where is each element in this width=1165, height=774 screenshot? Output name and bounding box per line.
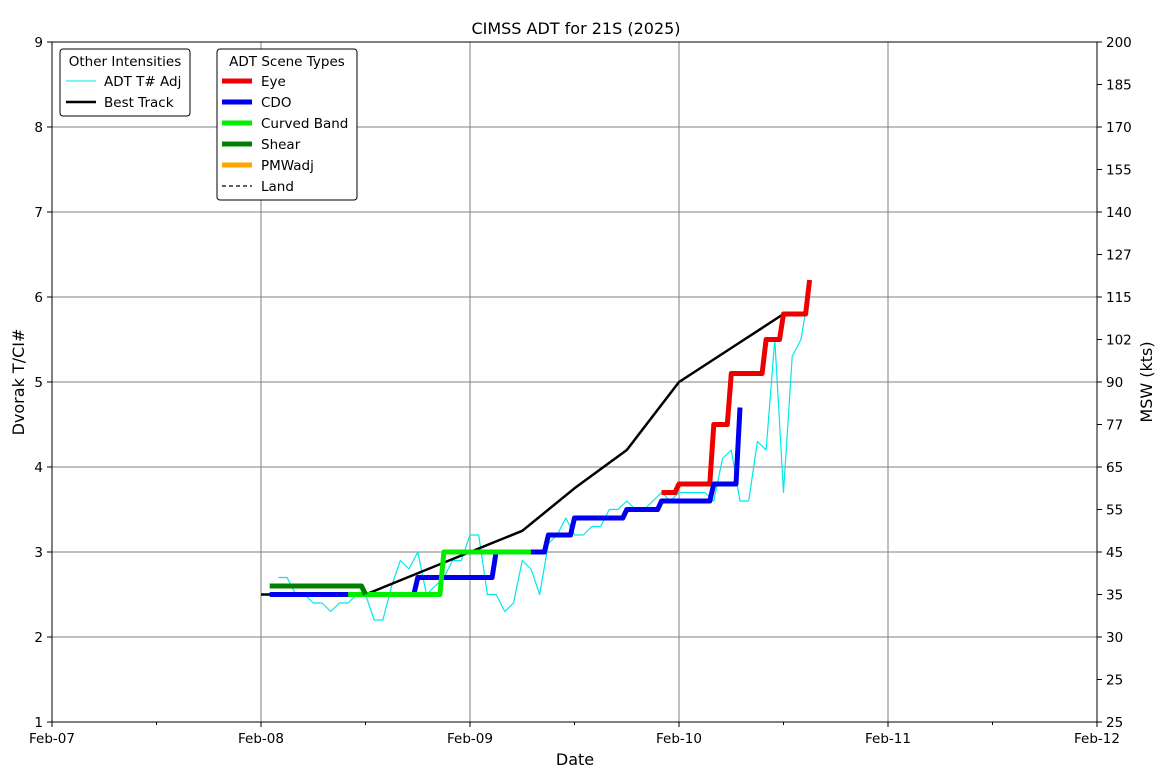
- x-tick-label: Feb-09: [447, 731, 493, 747]
- y2-tick-label: 65: [1106, 460, 1123, 476]
- series-line-shear: [269, 583, 368, 596]
- y-tick-label: 2: [34, 630, 43, 646]
- y2-tick-label: 185: [1106, 78, 1132, 94]
- series-line-best-track: [261, 312, 785, 596]
- legend-other-intensities: Other Intensities ADT T# Adj Best Track: [59, 48, 191, 117]
- y2-tick-label: 30: [1106, 630, 1123, 646]
- y2-tick-label: 45: [1106, 545, 1123, 561]
- y-tick-label: 4: [34, 460, 43, 476]
- x-tick-label: Feb-12: [1074, 731, 1120, 747]
- x-axis-label: Date: [556, 750, 594, 769]
- x-tick-label: Feb-07: [29, 731, 75, 747]
- grid-lines: [52, 42, 1097, 722]
- y-tick-label: 6: [34, 290, 43, 306]
- y2-tick-label: 115: [1106, 290, 1132, 306]
- y-tick-label: 1: [34, 715, 43, 731]
- legend-label-pmwadj: PMWadj: [261, 158, 314, 174]
- series-layer: [261, 279, 813, 621]
- series-line-eye: [661, 279, 813, 495]
- y-tick-label: 5: [34, 375, 43, 391]
- legend-label-besttrack: Best Track: [104, 95, 174, 111]
- legend-other-title: Other Intensities: [69, 54, 181, 70]
- y2-tick-label: 25: [1106, 715, 1123, 731]
- y2-tick-label: 77: [1106, 418, 1123, 434]
- y2-axis-label: MSW (kts): [1137, 341, 1156, 422]
- y2-tick-label: 200: [1106, 35, 1132, 51]
- y2-tick-label: 140: [1106, 205, 1132, 221]
- chart-title: CIMSS ADT for 21S (2025): [471, 19, 680, 38]
- y2-tick-label: 55: [1106, 503, 1123, 519]
- series-line-cdo: [269, 407, 743, 597]
- y2-tick-label: 127: [1106, 248, 1132, 264]
- y2-tick-label: 25: [1106, 673, 1123, 689]
- x-tick-label: Feb-10: [656, 731, 702, 747]
- y-tick-label: 3: [34, 545, 43, 561]
- legend-label-land: Land: [261, 179, 294, 195]
- legend-label-shear: Shear: [261, 137, 301, 153]
- y-tick-label: 8: [34, 120, 43, 136]
- y-tick-label: 9: [34, 35, 43, 51]
- legend-scene-types: ADT Scene Types Eye CDO Curved Band Shea…: [216, 48, 358, 201]
- legend-label-adt: ADT T# Adj: [104, 74, 181, 90]
- y2-tick-label: 170: [1106, 120, 1132, 136]
- legend-label-eye: Eye: [261, 74, 286, 90]
- y-tick-label: 7: [34, 205, 43, 221]
- legend-scene-title: ADT Scene Types: [229, 54, 345, 70]
- y2-tick-label: 155: [1106, 163, 1132, 179]
- series-line-adt-t-adj: [278, 288, 811, 621]
- y2-tick-label: 90: [1106, 375, 1123, 391]
- legend-label-cdo: CDO: [261, 95, 291, 111]
- x-tick-label: Feb-11: [865, 731, 911, 747]
- series-line-curved-band: [348, 549, 531, 597]
- axis-ticks: Feb-07 Feb-08 Feb-09 Feb-10 Feb-11 Feb-12 1 2 3 4…: [29, 35, 1132, 747]
- y-axis-label: Dvorak T/CI#: [9, 329, 28, 436]
- legend-label-curved-band: Curved Band: [261, 116, 348, 132]
- x-tick-label: Feb-08: [238, 731, 284, 747]
- y2-tick-label: 102: [1106, 333, 1132, 349]
- y2-tick-label: 35: [1106, 588, 1123, 604]
